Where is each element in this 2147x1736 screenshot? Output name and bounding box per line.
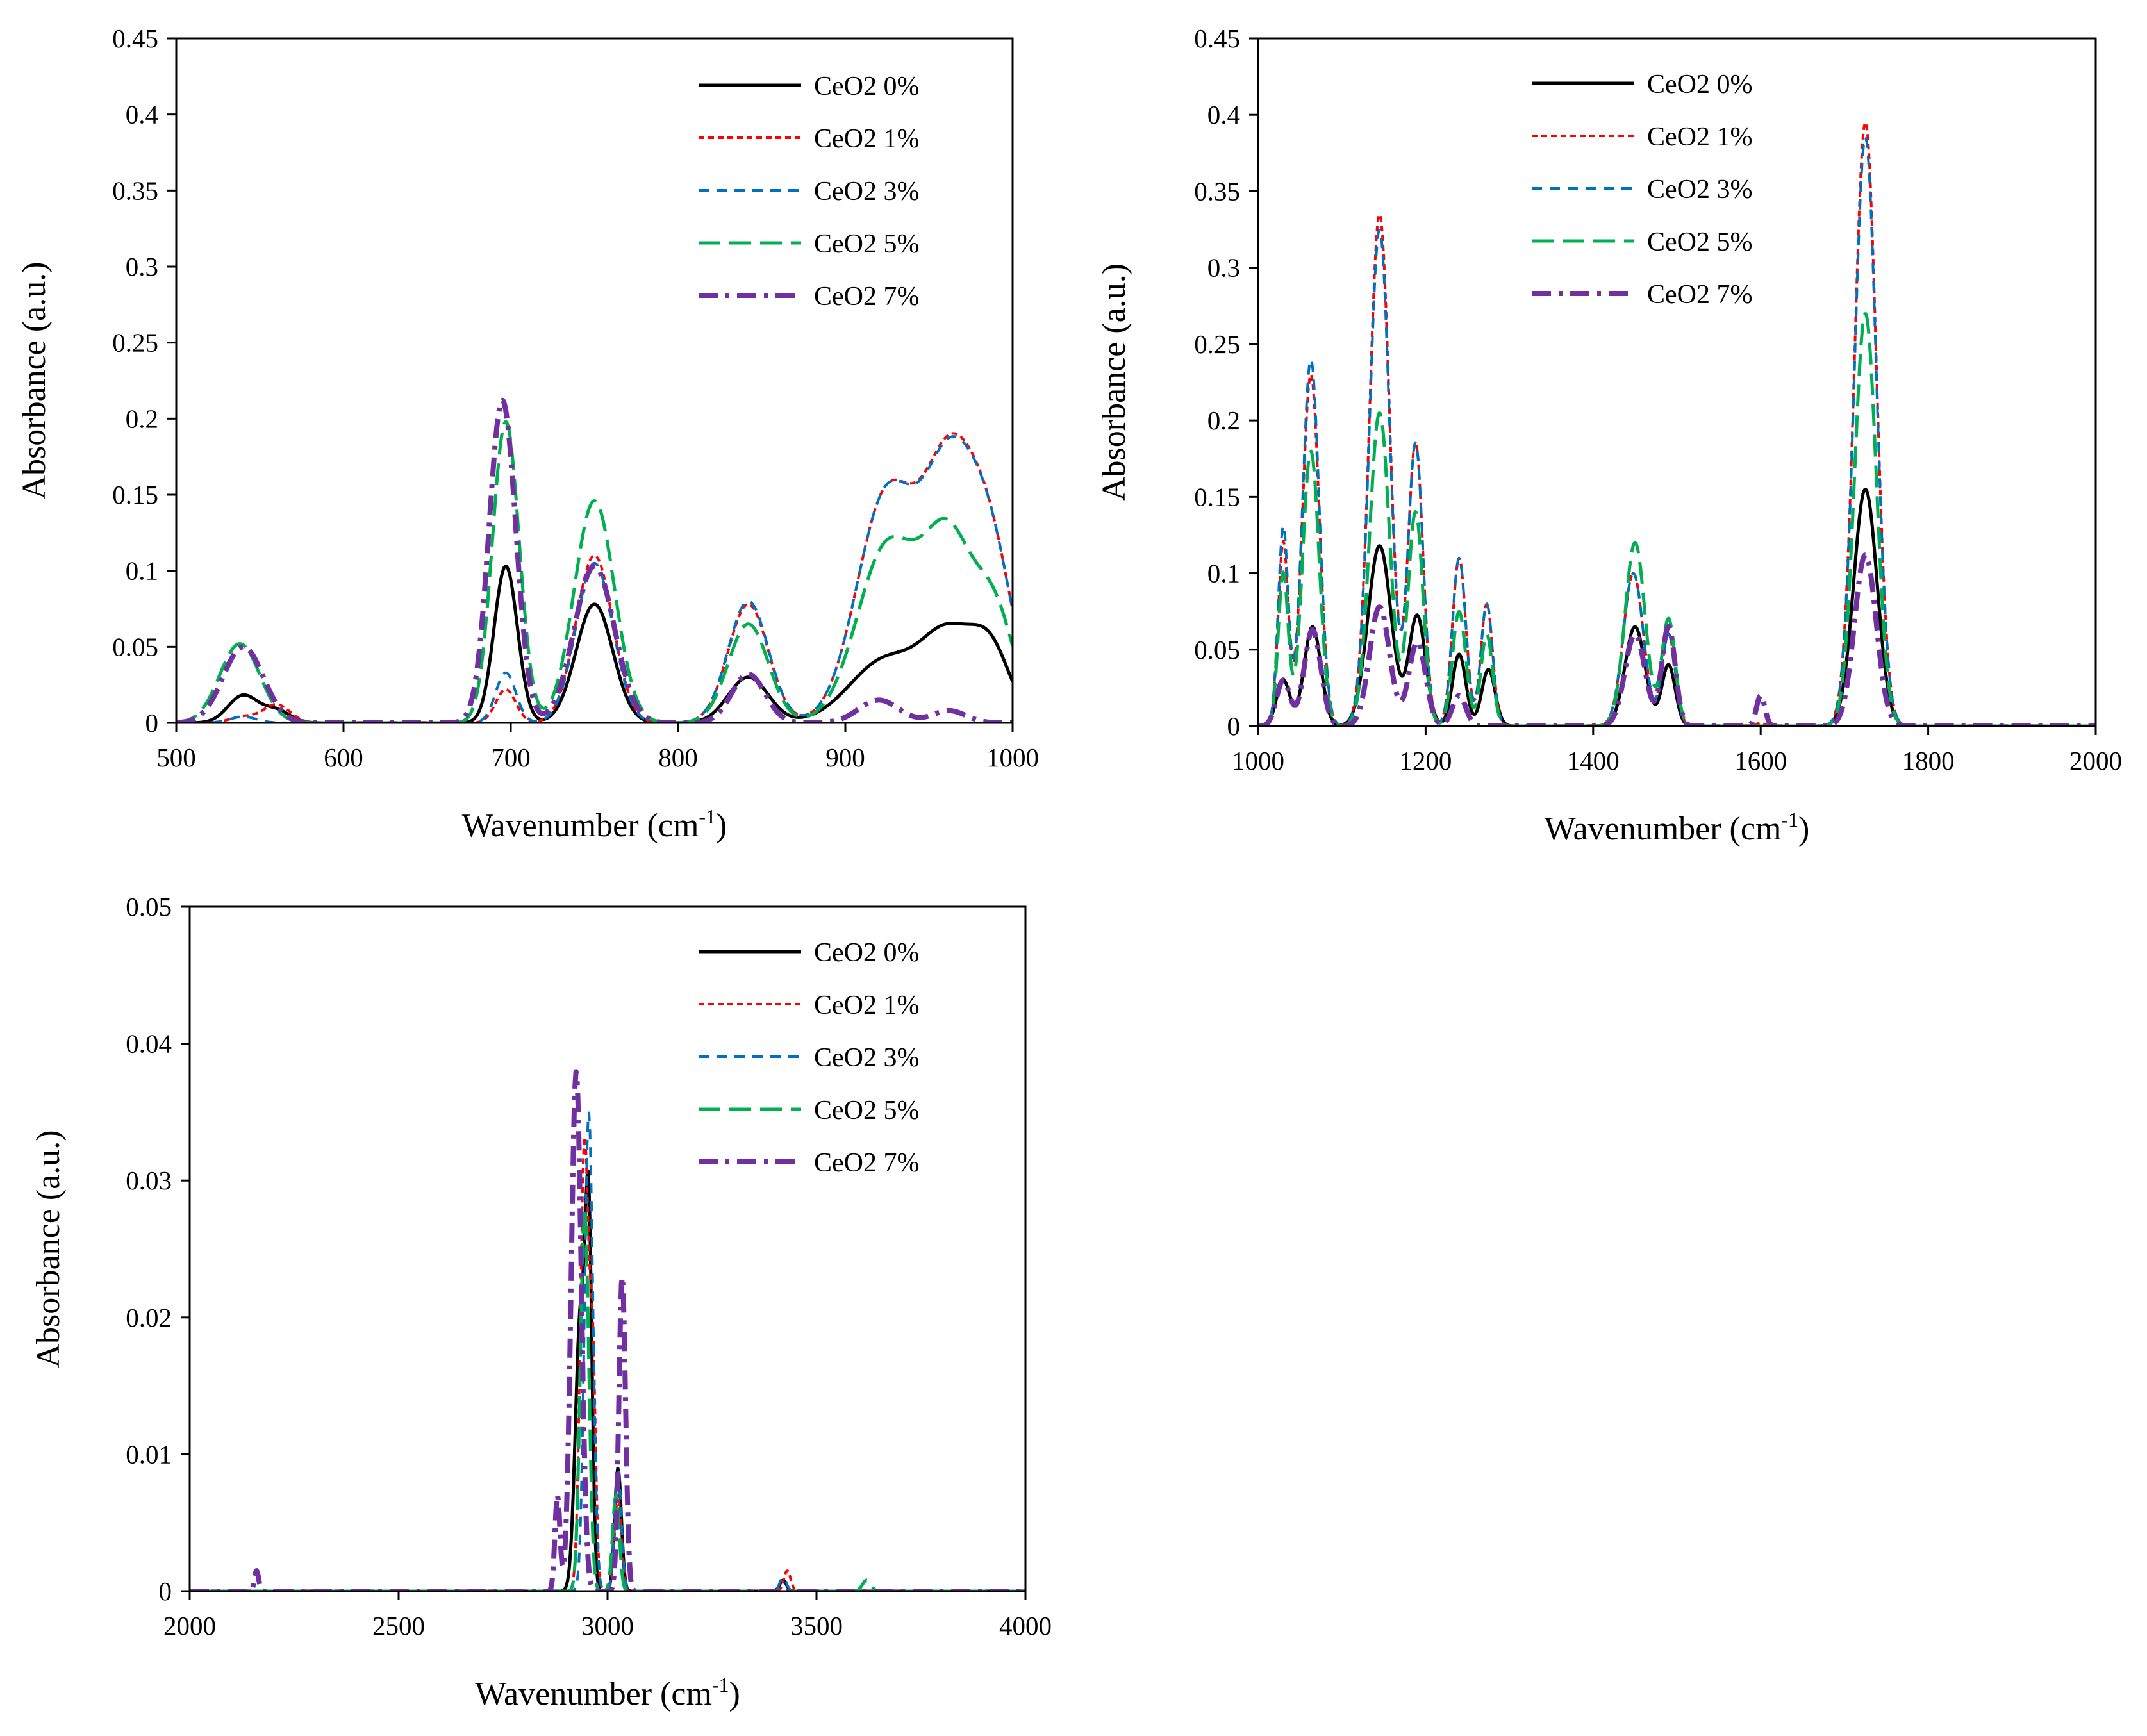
x-tick-label: 1400: [1567, 746, 1620, 775]
y-tick-label: 0.3: [126, 252, 158, 281]
y-tick-label: 0.15: [1194, 482, 1240, 511]
legend: CeO2 0% CeO2 1% CeO2 3% CeO2 5% CeO2 7%: [699, 72, 919, 311]
y-tick-label: 0.25: [1194, 329, 1240, 359]
series-line-1: [1258, 122, 2096, 726]
legend-label: CeO2 0%: [814, 72, 919, 101]
y-tick-label: 0.4: [1207, 100, 1240, 129]
y-tick-label: 0.35: [112, 176, 158, 205]
x-tick-label: 900: [825, 743, 865, 772]
y-tick-label: 0: [159, 1576, 172, 1606]
legend-label: CeO2 1%: [814, 124, 919, 154]
series-line-1: [176, 432, 1013, 723]
y-tick-label: 0.03: [126, 1166, 172, 1195]
legend-label: CeO2 7%: [814, 1148, 919, 1178]
x-tick-label: 1000: [986, 743, 1039, 772]
y-axis-label: Absorbance (a.u.): [1096, 263, 1132, 501]
plot-frame: [175, 37, 1014, 724]
series-lines: [1258, 122, 2096, 726]
legend-label: CeO2 3%: [814, 1043, 919, 1073]
y-tick-label: 0.35: [1194, 176, 1240, 206]
legend-label: CeO2 5%: [814, 229, 919, 259]
x-tick-label: 2500: [372, 1611, 425, 1641]
x-tick-label: 4000: [999, 1611, 1052, 1641]
x-tick-label: 2000: [2069, 746, 2122, 775]
series-line-2: [176, 435, 1013, 723]
x-tick-label: 600: [324, 743, 363, 772]
legend-label: CeO2 3%: [814, 177, 919, 206]
x-tick-label: 1200: [1399, 746, 1452, 775]
x-tick-label: 700: [491, 743, 531, 772]
legend-label: CeO2 0%: [814, 938, 919, 968]
y-tick-label: 0: [145, 708, 159, 738]
y-tick-label: 0.04: [126, 1029, 172, 1059]
y-tick-label: 0.05: [126, 892, 172, 922]
y-tick-label: 0.2: [126, 404, 158, 433]
legend-label: CeO2 0%: [1647, 70, 1752, 99]
x-tick-label: 2000: [163, 1611, 216, 1641]
y-tick-label: 0.02: [126, 1303, 172, 1332]
x-axis-label: Wavenumber (cm-1): [1545, 808, 1810, 847]
series-line-3: [176, 420, 1013, 723]
y-tick-label: 0.1: [126, 556, 158, 586]
legend-label: CeO2 7%: [1647, 280, 1752, 310]
series-line-0: [190, 1170, 1025, 1591]
legend-label: CeO2 7%: [814, 282, 919, 311]
legend-label: CeO2 3%: [1647, 175, 1752, 204]
series-line-3: [190, 1207, 1025, 1591]
y-tick-label: 0.05: [1194, 635, 1240, 665]
legend-label: CeO2 1%: [814, 991, 919, 1020]
legend: CeO2 0% CeO2 1% CeO2 3% CeO2 5% CeO2 7%: [699, 938, 919, 1178]
series-line-2: [190, 1111, 1025, 1591]
chart-panel-bottom-left: 2000 2500 3000 3500 4000 0 0.01 0.02 0.03 0.04 0.0…: [30, 892, 1052, 1712]
y-tick-label: 0.01: [126, 1439, 172, 1469]
y-tick-label: 0.1: [1207, 559, 1240, 588]
x-tick-label: 3500: [790, 1611, 843, 1641]
y-tick-label: 0: [1227, 711, 1241, 741]
y-tick-label: 0.45: [1194, 24, 1240, 53]
chart-panel-top-left: 500 600 700 800 900 1000 0 0.05 0.1 0.15 0.2 0.25 0.…: [16, 24, 1039, 844]
y-tick-label: 0.15: [112, 480, 158, 509]
plot-frame: [1257, 37, 2097, 727]
x-axis-label: Wavenumber (cm-1): [462, 805, 727, 844]
x-tick-label: 1000: [1232, 746, 1284, 775]
x-tick-label: 1800: [1902, 746, 1955, 775]
y-tick-label: 0.05: [112, 632, 158, 661]
series-lines: [176, 397, 1013, 723]
legend-label: CeO2 5%: [1647, 227, 1752, 257]
y-tick-label: 0.2: [1207, 406, 1240, 435]
y-tick-label: 0.25: [112, 328, 158, 358]
y-tick-label: 0.4: [126, 100, 158, 129]
series-line-4: [176, 397, 1013, 723]
x-axis-label: Wavenumber (cm-1): [475, 1673, 740, 1712]
x-tick-label: 3000: [581, 1611, 634, 1641]
series-line-1: [190, 1136, 1025, 1591]
y-axis-label: Absorbance (a.u.): [16, 261, 53, 499]
legend: CeO2 0% CeO2 1% CeO2 3% CeO2 5% CeO2 7%: [1532, 70, 1752, 310]
x-tick-label: 500: [156, 743, 196, 772]
y-tick-label: 0.45: [112, 24, 158, 53]
legend-label: CeO2 5%: [814, 1096, 919, 1125]
y-axis-label: Absorbance (a.u.): [30, 1130, 67, 1368]
chart-panel-top-right: 1000 1200 1400 1600 1800 2000 0 0.05 0.1 0.15 0.2 0…: [1096, 24, 2122, 847]
y-tick-label: 0.3: [1207, 253, 1240, 283]
x-tick-label: 800: [658, 743, 698, 772]
legend-label: CeO2 1%: [1647, 122, 1752, 152]
x-tick-label: 1600: [1734, 746, 1787, 775]
